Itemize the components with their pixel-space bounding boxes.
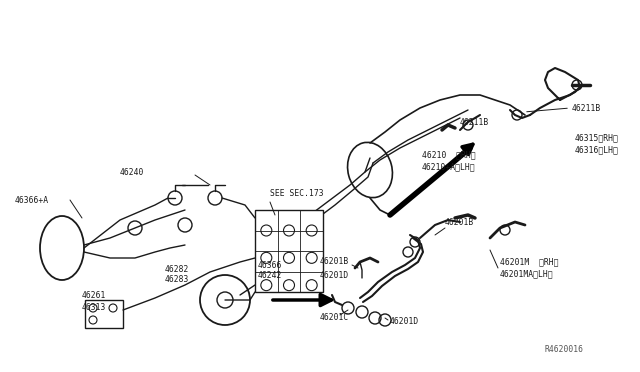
Text: 46201B: 46201B bbox=[320, 257, 349, 266]
Text: 46366: 46366 bbox=[258, 260, 282, 269]
Text: 46316〈LH〉: 46316〈LH〉 bbox=[575, 145, 619, 154]
Text: 46283: 46283 bbox=[165, 276, 189, 285]
Text: 46210  〈RH〉: 46210 〈RH〉 bbox=[422, 151, 476, 160]
Text: 46211B: 46211B bbox=[460, 118, 489, 126]
Bar bbox=[85, 300, 123, 328]
Text: 46313: 46313 bbox=[82, 304, 106, 312]
Text: 46240: 46240 bbox=[120, 167, 145, 176]
Text: 46315〈RH〉: 46315〈RH〉 bbox=[575, 134, 619, 142]
Text: 46210+A〈LH〉: 46210+A〈LH〉 bbox=[422, 163, 476, 171]
Text: 46211B: 46211B bbox=[572, 103, 601, 112]
Text: 46261: 46261 bbox=[82, 291, 106, 299]
Text: SEE SEC.173: SEE SEC.173 bbox=[270, 189, 324, 198]
Text: 46201M  〈RH〉: 46201M 〈RH〉 bbox=[500, 257, 559, 266]
Text: 46282: 46282 bbox=[165, 266, 189, 275]
Text: 46201D: 46201D bbox=[320, 270, 349, 279]
Text: 46242: 46242 bbox=[258, 270, 282, 279]
Text: 46201MA〈LH〉: 46201MA〈LH〉 bbox=[500, 269, 554, 279]
Text: 46201D: 46201D bbox=[390, 317, 419, 327]
Bar bbox=[255, 210, 323, 292]
Text: 46201C: 46201C bbox=[320, 314, 349, 323]
Text: R4620016: R4620016 bbox=[545, 346, 584, 355]
Text: 46201B: 46201B bbox=[445, 218, 474, 227]
Text: 46366+A: 46366+A bbox=[15, 196, 49, 205]
